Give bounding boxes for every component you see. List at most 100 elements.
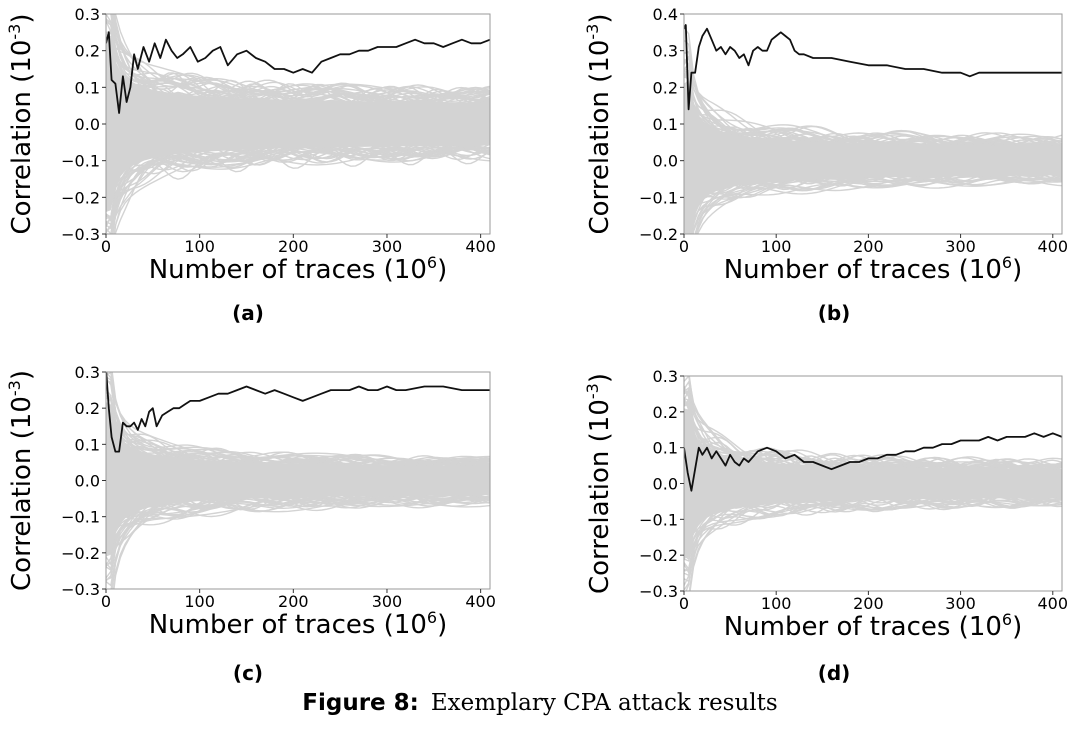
correct-key-series	[684, 432, 1062, 492]
wrong-key-trace	[106, 497, 490, 587]
y-tick-label: −0.2	[61, 544, 100, 563]
x-tick-label: 200	[278, 592, 309, 611]
y-tick-label: −0.2	[639, 546, 678, 565]
x-axis-label: Number of traces (106)	[149, 608, 448, 640]
figure-caption-line: Figure 8: Exemplary CPA attack results	[302, 690, 777, 716]
x-tick-label: 0	[679, 594, 689, 613]
y-tick-label: −0.1	[61, 152, 100, 171]
wrong-key-trace	[684, 499, 1062, 572]
y-tick-label: 0.0	[653, 475, 678, 494]
chart-panel: 0 100 200 300 400 −0.3 −0.2 −0.1 0.0 0.1 0.2 0.3 Num…	[583, 367, 1068, 685]
y-tick-label: 0.2	[75, 42, 100, 61]
x-tick-label: 100	[184, 237, 215, 256]
wrong-key-trace	[110, 14, 490, 96]
wrong-key-band	[684, 408, 1062, 559]
wrong-key-trace	[684, 27, 1062, 143]
y-tick-label: 0.1	[75, 78, 100, 97]
wrong-key-trace	[694, 178, 1062, 234]
wrong-key-trace	[113, 147, 490, 234]
wrong-key-trace	[114, 14, 490, 103]
y-tick-label: 0.3	[75, 363, 100, 382]
y-tick-label: 0.3	[653, 42, 678, 61]
wrong-key-trace	[106, 498, 490, 582]
wrong-key-band	[106, 404, 490, 557]
x-axis-label: Number of traces (106)	[149, 253, 448, 285]
wrong-key-trace	[106, 29, 490, 105]
correct-key-series	[684, 24, 1062, 111]
wrong-key-traces	[684, 376, 1062, 591]
wrong-key-trace	[695, 178, 1062, 234]
y-tick-label: 0.1	[75, 435, 100, 454]
x-tick-label: 300	[372, 592, 403, 611]
y-tick-label: −0.1	[61, 508, 100, 527]
panel-label: (a)	[232, 301, 264, 325]
wrong-key-trace	[110, 148, 490, 234]
wrong-key-band	[106, 36, 490, 212]
y-axis-label: Correlation (10-3)	[5, 370, 37, 591]
wrong-key-traces	[106, 14, 490, 234]
chart-panel: 0 100 200 300 400 −0.3 −0.2 −0.1 0.0 0.1 0.2 0.3 Num…	[5, 5, 496, 325]
y-tick-label: 0.1	[653, 115, 678, 134]
y-tick-label: 0.3	[653, 367, 678, 386]
wrong-key-trace	[113, 496, 490, 589]
correct-key-series	[106, 372, 490, 453]
x-tick-label: 300	[945, 594, 976, 613]
x-tick-label: 0	[101, 592, 111, 611]
y-axis-label: Correlation (10-3)	[583, 373, 615, 594]
x-axis-label: Number of traces (106)	[724, 253, 1023, 285]
panel-label: (b)	[818, 301, 851, 325]
y-tick-label: 0.0	[75, 115, 100, 134]
y-tick-label: −0.2	[61, 188, 100, 207]
y-tick-label: −0.3	[61, 580, 100, 599]
wrong-key-trace	[684, 386, 1062, 468]
x-tick-label: 300	[945, 237, 976, 256]
wrong-key-trace	[112, 14, 490, 102]
y-tick-label: −0.1	[639, 510, 678, 529]
wrong-key-trace	[112, 14, 490, 97]
y-axis-label: Correlation (10-3)	[5, 14, 37, 235]
wrong-key-trace	[106, 146, 490, 219]
y-tick-label: 0.2	[653, 78, 678, 97]
chart-panel: 0 100 200 300 400 −0.3 −0.2 −0.1 0.0 0.1 0.2 0.3 Num…	[5, 363, 496, 685]
x-tick-label: 0	[101, 237, 111, 256]
y-axis-label: Correlation (10-3)	[583, 14, 615, 235]
wrong-key-trace	[689, 500, 1062, 591]
wrong-key-trace	[113, 14, 490, 101]
y-tick-label: 0.1	[653, 439, 678, 458]
chart-panel: 0 100 200 300 400 −0.2 −0.1 0.0 0.1 0.2 0.3 0.4 Numb…	[583, 5, 1068, 325]
figure-caption-label: Figure 8:	[302, 690, 419, 716]
wrong-key-trace	[110, 372, 490, 466]
y-tick-label: 0.4	[653, 5, 678, 24]
wrong-key-trace	[106, 496, 490, 567]
panel-label: (c)	[233, 661, 263, 685]
wrong-key-traces	[106, 372, 490, 589]
wrong-key-trace	[111, 493, 490, 589]
y-tick-label: −0.3	[639, 582, 678, 601]
panel-label: (d)	[818, 661, 851, 685]
panels-group: 0 100 200 300 400 −0.3 −0.2 −0.1 0.0 0.1 0.2 0.3 Num…	[5, 5, 1068, 685]
wrong-key-trace	[111, 497, 490, 589]
x-tick-label: 0	[679, 237, 689, 256]
x-axis-label: Number of traces (106)	[724, 610, 1023, 642]
x-tick-label: 300	[372, 237, 403, 256]
y-tick-label: 0.2	[653, 403, 678, 422]
x-tick-label: 200	[853, 594, 884, 613]
y-tick-label: −0.3	[61, 225, 100, 244]
y-tick-label: 0.2	[75, 399, 100, 418]
figure-caption-text: Exemplary CPA attack results	[431, 690, 778, 716]
x-tick-label: 400	[465, 237, 496, 256]
wrong-key-traces	[684, 27, 1062, 234]
x-tick-label: 400	[1038, 237, 1069, 256]
wrong-key-trace	[684, 500, 1062, 583]
wrong-key-trace	[106, 391, 490, 469]
figure-caption: Figure 8: Exemplary CPA attack results	[302, 690, 777, 716]
y-tick-label: −0.1	[639, 188, 678, 207]
wrong-key-trace	[684, 58, 1062, 146]
x-tick-label: 100	[761, 594, 792, 613]
x-tick-label: 400	[1038, 594, 1069, 613]
correct-key-series	[106, 31, 490, 114]
x-tick-label: 400	[465, 592, 496, 611]
wrong-key-trace	[684, 385, 1062, 469]
y-tick-label: 0.3	[75, 5, 100, 24]
x-tick-label: 200	[278, 237, 309, 256]
